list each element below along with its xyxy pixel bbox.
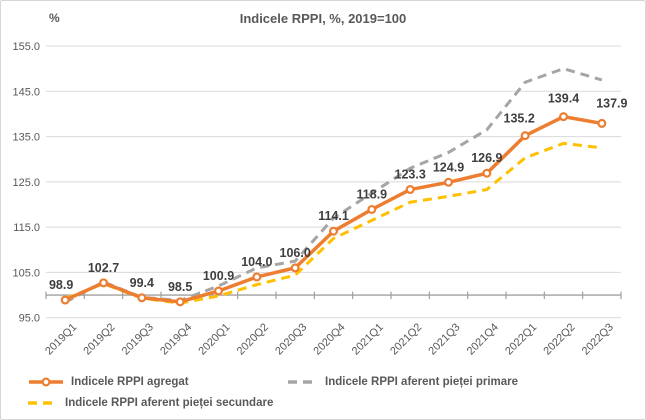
x-tick-label-2020Q3: 2020Q3 — [273, 321, 309, 357]
x-tick-label-2022Q3: 2022Q3 — [580, 321, 616, 357]
data-label-2020Q3: 106.0 — [280, 246, 311, 260]
series-marker — [329, 226, 339, 236]
y-tick-label: 145.0 — [12, 86, 40, 98]
series-line-1 — [64, 67, 603, 304]
series-marker — [367, 204, 377, 214]
data-label-2019Q4: 98.5 — [168, 280, 192, 294]
series-marker — [482, 168, 492, 178]
x-tick-label-2021Q4: 2021Q4 — [465, 321, 501, 357]
data-label-2022Q1: 135.2 — [504, 112, 535, 126]
legend-swatch-secundare-dash-icon — [28, 401, 58, 405]
x-tick-label-2019Q2: 2019Q2 — [81, 321, 117, 357]
series-marker — [214, 286, 224, 296]
legend-label-secundare: Indicele RPPI aferent pieței secundare — [65, 397, 274, 409]
series-marker — [520, 131, 530, 141]
data-label-2021Q3: 124.9 — [433, 160, 464, 174]
x-tick-label-2022Q2: 2022Q2 — [541, 321, 577, 357]
y-tick-label: 105.0 — [12, 267, 40, 279]
series-marker — [137, 293, 147, 303]
data-label-2019Q3: 99.4 — [130, 276, 154, 290]
data-label-2022Q3: 137.9 — [596, 96, 627, 110]
data-label-2021Q2: 123.3 — [395, 168, 426, 182]
x-tick-label-2021Q3: 2021Q3 — [426, 321, 462, 357]
y-tick-label: 135.0 — [12, 132, 40, 144]
series-marker — [558, 112, 568, 122]
legend-swatch-agregat-line-icon — [29, 377, 63, 387]
x-tick-label-2021Q2: 2021Q2 — [388, 321, 424, 357]
x-tick-label-2019Q1: 2019Q1 — [43, 321, 79, 357]
data-label-2021Q4: 126.9 — [471, 151, 502, 165]
x-tick-label-2020Q4: 2020Q4 — [311, 321, 347, 357]
series-marker — [290, 263, 300, 273]
x-tick-label-2019Q4: 2019Q4 — [158, 321, 194, 357]
data-label-2022Q2: 139.4 — [548, 92, 579, 106]
y-axis-unit-label: % — [49, 11, 60, 25]
legend-item-agregat: Indicele RPPI agregat — [28, 376, 189, 388]
series-marker — [597, 118, 607, 128]
data-label-2019Q1: 98.9 — [49, 278, 73, 292]
y-tick-label: 125.0 — [12, 177, 40, 189]
data-label-2020Q1: 100.9 — [203, 269, 234, 283]
series-marker — [98, 278, 108, 288]
legend-item-primare: Indicele RPPI aferent pieței primare — [288, 376, 518, 388]
data-label-2021Q1: 118.9 — [357, 187, 388, 201]
y-tick-label: 115.0 — [13, 222, 40, 234]
series-marker — [175, 297, 185, 307]
series-marker — [60, 295, 70, 305]
legend-label-agregat: Indicele RPPI agregat — [71, 376, 189, 388]
x-tick-label-2020Q1: 2020Q1 — [196, 321, 232, 357]
data-label-2019Q2: 102.7 — [88, 261, 119, 275]
x-tick-label-2022Q1: 2022Q1 — [503, 321, 539, 357]
x-tick-label-2020Q2: 2020Q2 — [235, 321, 271, 357]
data-label-2020Q2: 104.0 — [241, 255, 272, 269]
x-tick-label-2021Q1: 2021Q1 — [350, 321, 386, 357]
legend-item-secundare: Indicele RPPI aferent pieței secundare — [28, 397, 273, 409]
data-label-2020Q4: 114.1 — [318, 209, 349, 223]
series-marker — [405, 185, 415, 195]
legend-label-primare: Indicele RPPI aferent pieței primare — [325, 376, 519, 388]
x-tick-label-2019Q3: 2019Q3 — [120, 321, 156, 357]
series-marker — [444, 177, 454, 187]
legend-swatch-primare-dash-icon — [288, 380, 318, 384]
y-tick-label: 95.0 — [19, 313, 40, 325]
series-marker — [252, 272, 262, 282]
y-tick-label: 155.0 — [12, 41, 40, 53]
